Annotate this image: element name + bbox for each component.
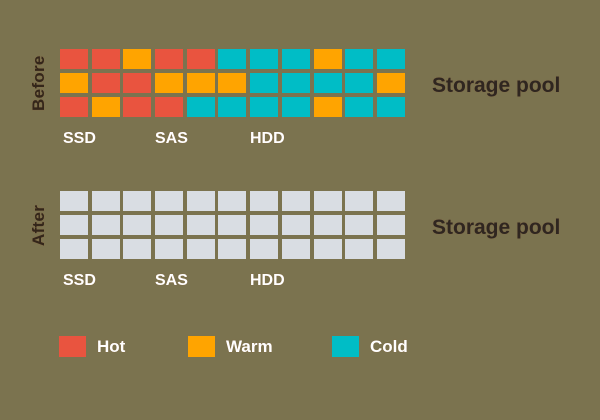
- before-cell-r2c5-warm: [186, 73, 215, 93]
- after-cell-r3c5-empty: [186, 239, 215, 259]
- after-cell-r1c4-empty: [155, 191, 184, 211]
- before-section-label: Before: [29, 55, 48, 111]
- before-cell-r1c10-cold: [345, 49, 374, 69]
- after-cell-r1c7-empty: [250, 191, 279, 211]
- before-cell-r1c5-hot: [186, 49, 215, 69]
- after-cell-r1c2-empty: [91, 191, 120, 211]
- after-cell-r2c4-empty: [155, 215, 184, 235]
- legend-item-hot: Hot: [59, 336, 125, 357]
- before-tier-label-ssd: SSD: [63, 130, 96, 147]
- before-cell-r3c11-cold: [376, 97, 405, 117]
- before-cell-r1c3-warm: [123, 49, 152, 69]
- after-cell-r3c7-empty: [250, 239, 279, 259]
- after-cell-r2c9-empty: [313, 215, 342, 235]
- after-cell-r2c7-empty: [250, 215, 279, 235]
- after-cell-r2c5-empty: [186, 215, 215, 235]
- before-cell-r2c7-cold: [250, 73, 279, 93]
- before-cell-r1c8-cold: [281, 49, 310, 69]
- before-cell-r1c1-hot: [60, 49, 88, 69]
- before-cell-r2c6-warm: [218, 73, 247, 93]
- legend: Hot Warm Cold: [0, 336, 600, 357]
- before-cell-r2c9-cold: [313, 73, 342, 93]
- after-cell-r1c11-empty: [376, 191, 405, 211]
- before-cell-r3c3-hot: [123, 97, 152, 117]
- before-cell-r3c6-cold: [218, 97, 247, 117]
- after-cell-r3c1-empty: [60, 239, 88, 259]
- after-cell-r1c3-empty: [123, 191, 152, 211]
- after-section-label: After: [29, 204, 48, 246]
- before-tier-label-hdd: HDD: [250, 130, 285, 147]
- after-tier-labels: SSD SAS HDD: [60, 272, 406, 290]
- before-cell-r1c6-cold: [218, 49, 247, 69]
- after-tier-label-hdd: HDD: [250, 272, 285, 289]
- after-cell-r3c2-empty: [91, 239, 120, 259]
- before-cell-r3c7-cold: [250, 97, 279, 117]
- legend-label-warm: Warm: [226, 336, 273, 356]
- legend-label-hot: Hot: [97, 336, 126, 356]
- after-cell-r1c8-empty: [281, 191, 310, 211]
- before-cell-r2c8-cold: [281, 73, 310, 93]
- after-cell-r3c11-empty: [376, 239, 405, 259]
- after-cell-r2c10-empty: [345, 215, 374, 235]
- legend-item-cold: Cold: [332, 336, 408, 357]
- before-cell-r1c4-hot: [155, 49, 184, 69]
- after-cell-r3c6-empty: [218, 239, 247, 259]
- before-cell-r2c3-hot: [123, 73, 152, 93]
- before-cell-r3c2-warm: [91, 97, 120, 117]
- after-cell-r3c10-empty: [345, 239, 374, 259]
- after-tier-label-sas: SAS: [155, 272, 188, 289]
- before-cell-r3c8-cold: [281, 97, 310, 117]
- before-cell-r2c1-warm: [60, 73, 88, 93]
- after-cell-r2c11-empty: [376, 215, 405, 235]
- after-cell-r1c6-empty: [218, 191, 247, 211]
- before-cell-r2c2-hot: [91, 73, 120, 93]
- after-cell-r1c5-empty: [186, 191, 215, 211]
- before-cell-r2c4-warm: [155, 73, 184, 93]
- after-pool-title: Storage pool: [432, 216, 561, 239]
- before-tier-label-sas: SAS: [155, 130, 188, 147]
- before-cell-r3c9-warm: [313, 97, 342, 117]
- before-cell-r3c1-hot: [60, 97, 88, 117]
- before-cell-r2c10-cold: [345, 73, 374, 93]
- after-cell-r2c1-empty: [60, 215, 88, 235]
- before-cell-r1c2-hot: [91, 49, 120, 69]
- before-cell-r3c4-hot: [155, 97, 184, 117]
- before-storage-grid: [60, 49, 405, 117]
- legend-label-cold: Cold: [370, 336, 408, 356]
- after-cell-r3c9-empty: [313, 239, 342, 259]
- after-cell-r1c10-empty: [345, 191, 374, 211]
- after-cell-r3c8-empty: [281, 239, 310, 259]
- after-tier-label-ssd: SSD: [63, 272, 96, 289]
- before-cell-r1c9-warm: [313, 49, 342, 69]
- before-tier-labels: SSD SAS HDD: [60, 130, 406, 148]
- after-cell-r2c3-empty: [123, 215, 152, 235]
- before-pool-title: Storage pool: [432, 74, 561, 97]
- after-cell-r2c6-empty: [218, 215, 247, 235]
- hot-color-swatch: [59, 336, 86, 357]
- before-cell-r3c10-cold: [345, 97, 374, 117]
- warm-color-swatch: [188, 336, 215, 357]
- after-storage-grid: [60, 191, 405, 259]
- before-cell-r1c7-cold: [250, 49, 279, 69]
- after-cell-r2c2-empty: [91, 215, 120, 235]
- after-cell-r3c4-empty: [155, 239, 184, 259]
- before-cell-r3c5-cold: [186, 97, 215, 117]
- before-cell-r2c11-warm: [376, 73, 405, 93]
- after-cell-r1c9-empty: [313, 191, 342, 211]
- legend-item-warm: Warm: [188, 336, 273, 357]
- before-cell-r1c11-cold: [376, 49, 405, 69]
- cold-color-swatch: [332, 336, 359, 357]
- after-cell-r1c1-empty: [60, 191, 88, 211]
- after-cell-r2c8-empty: [281, 215, 310, 235]
- after-cell-r3c3-empty: [123, 239, 152, 259]
